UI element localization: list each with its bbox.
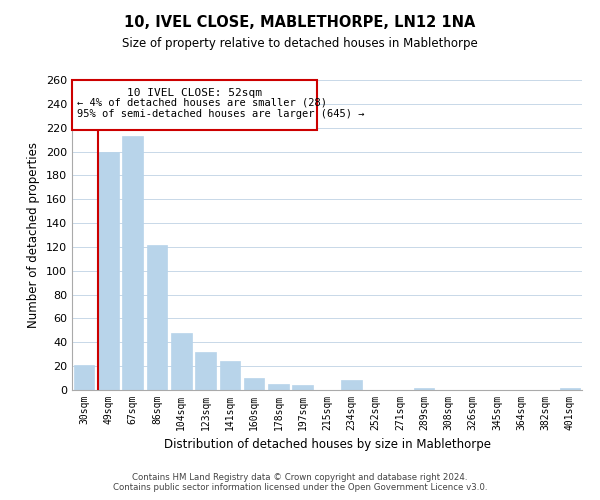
Text: ← 4% of detached houses are smaller (28): ← 4% of detached houses are smaller (28): [77, 98, 328, 108]
Bar: [341, 380, 362, 390]
Bar: [171, 333, 191, 390]
Text: 10 IVEL CLOSE: 52sqm: 10 IVEL CLOSE: 52sqm: [127, 88, 262, 99]
Bar: [220, 362, 240, 390]
Bar: [414, 388, 434, 390]
Bar: [292, 385, 313, 390]
Bar: [122, 136, 143, 390]
X-axis label: Distribution of detached houses by size in Mablethorpe: Distribution of detached houses by size …: [163, 438, 491, 452]
Text: 10, IVEL CLOSE, MABLETHORPE, LN12 1NA: 10, IVEL CLOSE, MABLETHORPE, LN12 1NA: [124, 15, 476, 30]
Bar: [244, 378, 265, 390]
Bar: [98, 152, 119, 390]
Bar: [74, 365, 94, 390]
Y-axis label: Number of detached properties: Number of detached properties: [28, 142, 40, 328]
Bar: [146, 244, 167, 390]
Bar: [268, 384, 289, 390]
Text: Contains HM Land Registry data © Crown copyright and database right 2024.
Contai: Contains HM Land Registry data © Crown c…: [113, 473, 487, 492]
Bar: [195, 352, 216, 390]
Bar: [73, 80, 317, 130]
Bar: [560, 388, 580, 390]
Text: Size of property relative to detached houses in Mablethorpe: Size of property relative to detached ho…: [122, 38, 478, 51]
Text: 95% of semi-detached houses are larger (645) →: 95% of semi-detached houses are larger (…: [77, 108, 365, 118]
